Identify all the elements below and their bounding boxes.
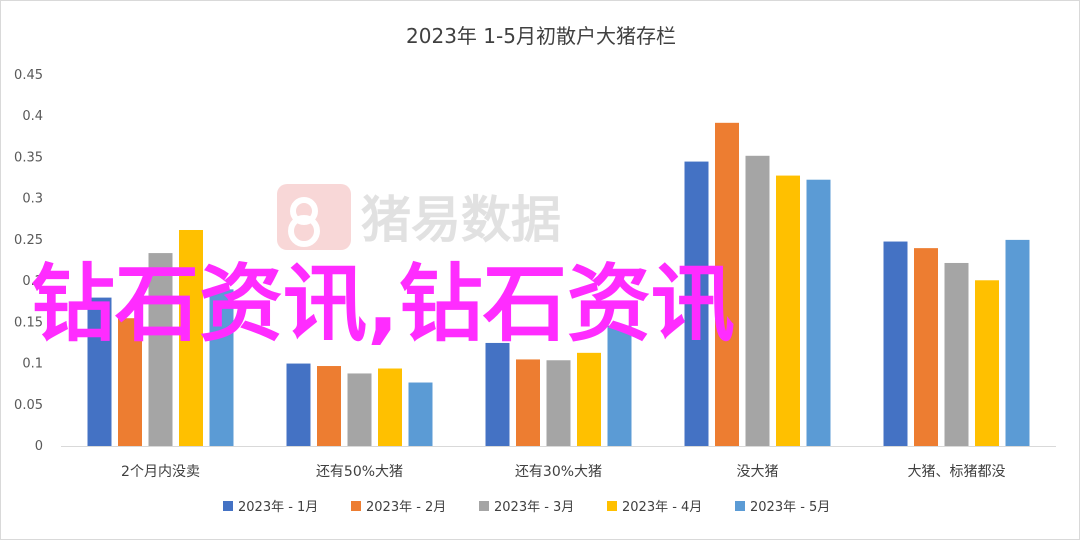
watermark-text: 猪易数据 [361,191,561,249]
x-axis-categories: 2个月内没卖 还有50%大猪 还有30%大猪 没大猪 大猪、标猪都没 [121,464,1005,480]
y-tick-label: 0.15 [14,315,43,330]
legend-item: 2023年 - 4月 [607,500,702,515]
bar [975,280,999,446]
bar [378,368,402,446]
bar [546,360,571,446]
y-tick-label: 0.2 [22,274,43,289]
bar [1005,239,1030,446]
bar [209,289,234,446]
bar [684,161,709,447]
bar [317,366,341,446]
legend-swatch [479,501,489,511]
bar [485,342,510,446]
y-tick-label: 0.25 [14,233,43,248]
x-category-label: 2个月内没卖 [121,464,200,480]
bars [87,122,1030,447]
x-category-label: 还有30%大猪 [515,464,602,480]
legend-swatch [351,501,361,511]
legend-item: 2023年 - 3月 [479,500,574,515]
pig-logo-icon [277,184,351,250]
legend-swatch [223,501,233,511]
bar [118,318,142,446]
bar [607,325,632,446]
bar [745,155,770,446]
y-tick-label: 0.3 [22,192,43,207]
y-tick-label: 0.1 [22,357,43,372]
watermark: 猪易数据 [277,184,561,250]
x-category-label: 大猪、标猪都没 [908,464,1006,480]
bar [347,373,372,446]
bar [516,359,540,446]
x-category-label: 还有50%大猪 [316,464,403,480]
legend-label: 2023年 - 5月 [750,500,830,515]
legend-item: 2023年 - 5月 [735,500,830,515]
y-axis: 0 0.05 0.1 0.15 0.2 0.25 0.3 0.35 0.4 0.45 [14,68,1056,454]
bar [179,229,203,446]
legend-swatch [607,501,617,511]
x-category-label: 没大猪 [737,464,779,480]
overlay-watermark-text: 钻石资讯,钻石资讯 [31,255,735,353]
legend-label: 2023年 - 1月 [238,500,318,515]
bar [806,179,831,446]
bar [914,248,938,446]
bar [286,363,311,446]
bar [577,352,601,446]
bar [408,382,433,446]
legend-item: 2023年 - 1月 [223,500,318,515]
chart-title: 2023年 1-5月初散户大猪存栏 [406,24,676,48]
y-tick-label: 0.4 [22,109,43,124]
bar [148,253,173,446]
y-tick-label: 0.45 [14,68,43,83]
legend-swatch [735,501,745,511]
bar [883,241,908,446]
bar [715,122,739,446]
y-tick-label: 0.35 [14,150,43,165]
y-tick-label: 0 [35,439,43,454]
legend-label: 2023年 - 2月 [366,500,446,515]
y-tick-label: 0.05 [14,398,43,413]
bar [776,175,800,447]
legend-label: 2023年 - 3月 [494,500,574,515]
bar [944,262,969,446]
legend-label: 2023年 - 4月 [622,500,702,515]
legend: 2023年 - 1月 2023年 - 2月 2023年 - 3月 2023年 - 4月… [223,500,830,515]
bar [87,297,112,446]
legend-item: 2023年 - 2月 [351,500,446,515]
